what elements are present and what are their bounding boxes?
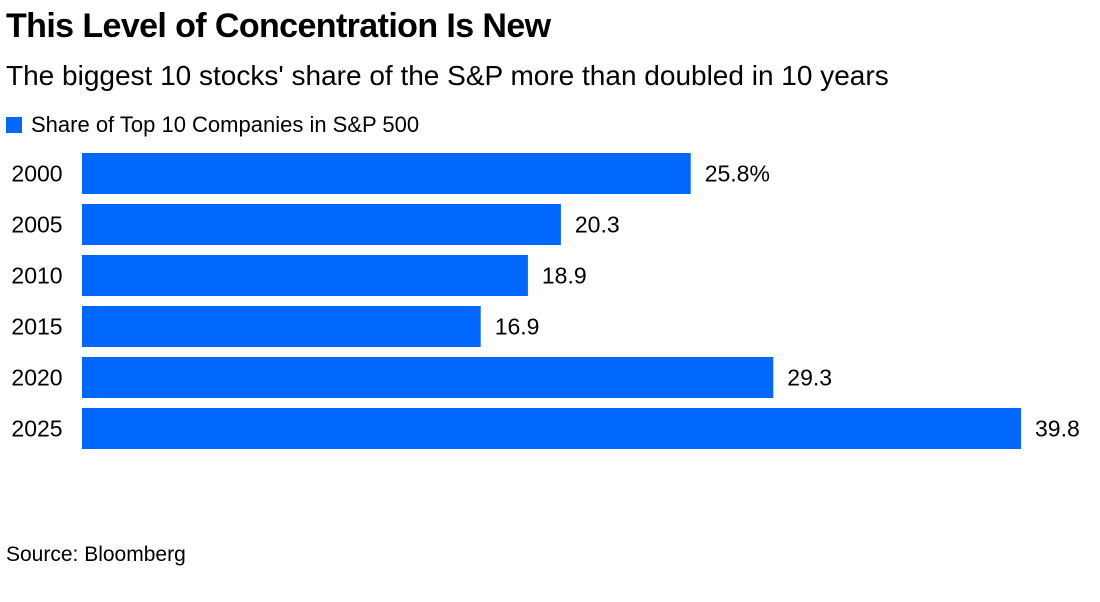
bar-2005 [82,204,561,245]
category-label-2005: 2005 [11,212,62,238]
bar-2015 [82,306,481,347]
value-label-2020: 29.3 [787,365,832,391]
legend-swatch [6,117,22,134]
value-label-2025: 39.8 [1035,416,1080,442]
chart-title: This Level of Concentration Is New [6,7,551,45]
category-label-2020: 2020 [11,365,62,391]
bar-2025 [82,408,1021,449]
legend-label: Share of Top 10 Companies in S&P 500 [31,112,420,137]
bar-2010 [82,255,528,296]
value-label-2015: 16.9 [495,314,540,340]
bar-2020 [82,357,774,398]
category-label-2010: 2010 [11,263,62,289]
category-label-2000: 2000 [11,161,62,187]
value-label-2010: 18.9 [542,263,587,289]
value-label-2000: 25.8% [705,161,770,187]
source-note: Source: Bloomberg [6,543,186,566]
bar-2000 [82,153,691,194]
chart-subtitle: The biggest 10 stocks' share of the S&P … [6,60,889,91]
chart-legend: Share of Top 10 Companies in S&P 500 [6,112,419,138]
category-label-2025: 2025 [11,416,62,442]
category-label-2015: 2015 [11,314,62,340]
value-label-2005: 20.3 [575,212,620,238]
